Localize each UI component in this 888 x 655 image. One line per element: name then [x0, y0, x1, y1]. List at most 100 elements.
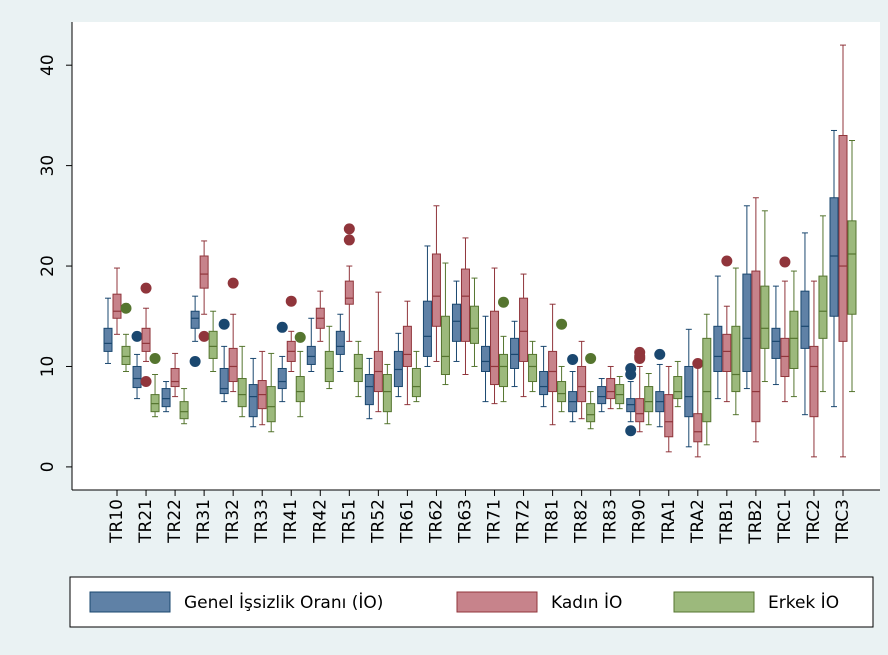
- x-tick-label: TRC1: [775, 499, 795, 544]
- y-tick-label: 30: [38, 155, 58, 177]
- x-tick-label: TR52: [368, 499, 388, 544]
- box: [306, 345, 316, 365]
- outlier: [140, 376, 152, 388]
- legend-swatch: [673, 591, 755, 613]
- outlier: [567, 353, 579, 365]
- box: [528, 353, 538, 383]
- outlier: [779, 256, 791, 268]
- outlier: [140, 282, 152, 294]
- box: [713, 325, 723, 372]
- x-tick-label: TR71: [485, 499, 505, 544]
- box: [219, 367, 229, 395]
- box: [809, 345, 819, 418]
- box: [684, 365, 694, 418]
- outlier: [198, 330, 210, 342]
- box: [440, 315, 450, 376]
- outlier: [218, 318, 230, 330]
- outlier: [120, 302, 132, 314]
- box: [510, 337, 520, 369]
- x-tick-label: TR61: [397, 499, 417, 544]
- outlier: [276, 321, 288, 333]
- box: [789, 310, 799, 369]
- box: [481, 345, 491, 372]
- box: [722, 333, 732, 372]
- x-tick-label: TR62: [426, 499, 446, 544]
- box: [141, 327, 151, 352]
- outlier: [343, 223, 355, 235]
- outlier: [721, 255, 733, 267]
- box: [499, 353, 509, 388]
- box: [469, 305, 479, 344]
- x-tick-label: TR21: [136, 499, 156, 544]
- box: [751, 270, 761, 423]
- box: [402, 325, 412, 367]
- box: [451, 303, 461, 342]
- box: [557, 381, 567, 403]
- box: [577, 365, 587, 403]
- y-tick-label: 0: [38, 461, 58, 472]
- legend-label: Genel İşsizlik Oranı (İO): [184, 592, 383, 613]
- x-tick-label: TR41: [281, 499, 301, 544]
- box: [635, 398, 645, 423]
- outlier: [625, 425, 637, 437]
- box: [742, 273, 752, 372]
- box: [237, 378, 247, 408]
- box: [780, 337, 790, 378]
- x-tick-label: TR42: [310, 499, 330, 544]
- box: [170, 367, 180, 388]
- box: [490, 310, 500, 386]
- outlier: [285, 295, 297, 307]
- box: [324, 350, 334, 383]
- box: [519, 297, 529, 362]
- box: [431, 253, 441, 327]
- outlier: [498, 296, 510, 308]
- box: [277, 367, 287, 390]
- box: [597, 386, 607, 405]
- x-tick-label: TR32: [223, 499, 243, 544]
- x-tick-label: TR82: [572, 499, 592, 544]
- box: [838, 134, 848, 342]
- y-tick-label: 20: [38, 255, 58, 277]
- box: [673, 376, 683, 400]
- outlier: [654, 348, 666, 360]
- box: [847, 220, 857, 315]
- box: [606, 378, 616, 400]
- x-tick-label: TR90: [630, 499, 650, 544]
- box: [382, 374, 392, 413]
- legend-label: Kadın İO: [551, 592, 622, 613]
- box: [818, 275, 828, 339]
- legend-swatch: [456, 591, 538, 613]
- outlier: [343, 234, 355, 246]
- box: [411, 367, 421, 398]
- box: [121, 345, 131, 365]
- legend-swatch: [89, 591, 171, 613]
- outlier: [227, 277, 239, 289]
- x-tick-label: TR83: [601, 499, 621, 544]
- outlier: [556, 318, 568, 330]
- outlier: [692, 357, 704, 369]
- box: [771, 327, 781, 359]
- outlier: [131, 330, 143, 342]
- box: [644, 386, 654, 413]
- x-tick-label: TRB1: [717, 499, 737, 545]
- box: [112, 293, 122, 319]
- box: [208, 330, 218, 359]
- box: [800, 290, 810, 349]
- box: [539, 370, 549, 396]
- y-tick-label: 10: [38, 356, 58, 378]
- outlier: [149, 352, 161, 364]
- outlier: [625, 369, 637, 381]
- x-tick-label: TR10: [107, 499, 127, 544]
- box: [702, 337, 712, 423]
- outlier: [585, 352, 597, 364]
- box: [295, 376, 305, 403]
- x-tick-label: TRA2: [688, 499, 708, 544]
- box: [460, 268, 470, 342]
- box: [344, 280, 354, 305]
- box: [693, 413, 703, 443]
- box: [731, 325, 741, 393]
- box: [228, 347, 238, 383]
- x-tick-label: TRB2: [746, 499, 766, 545]
